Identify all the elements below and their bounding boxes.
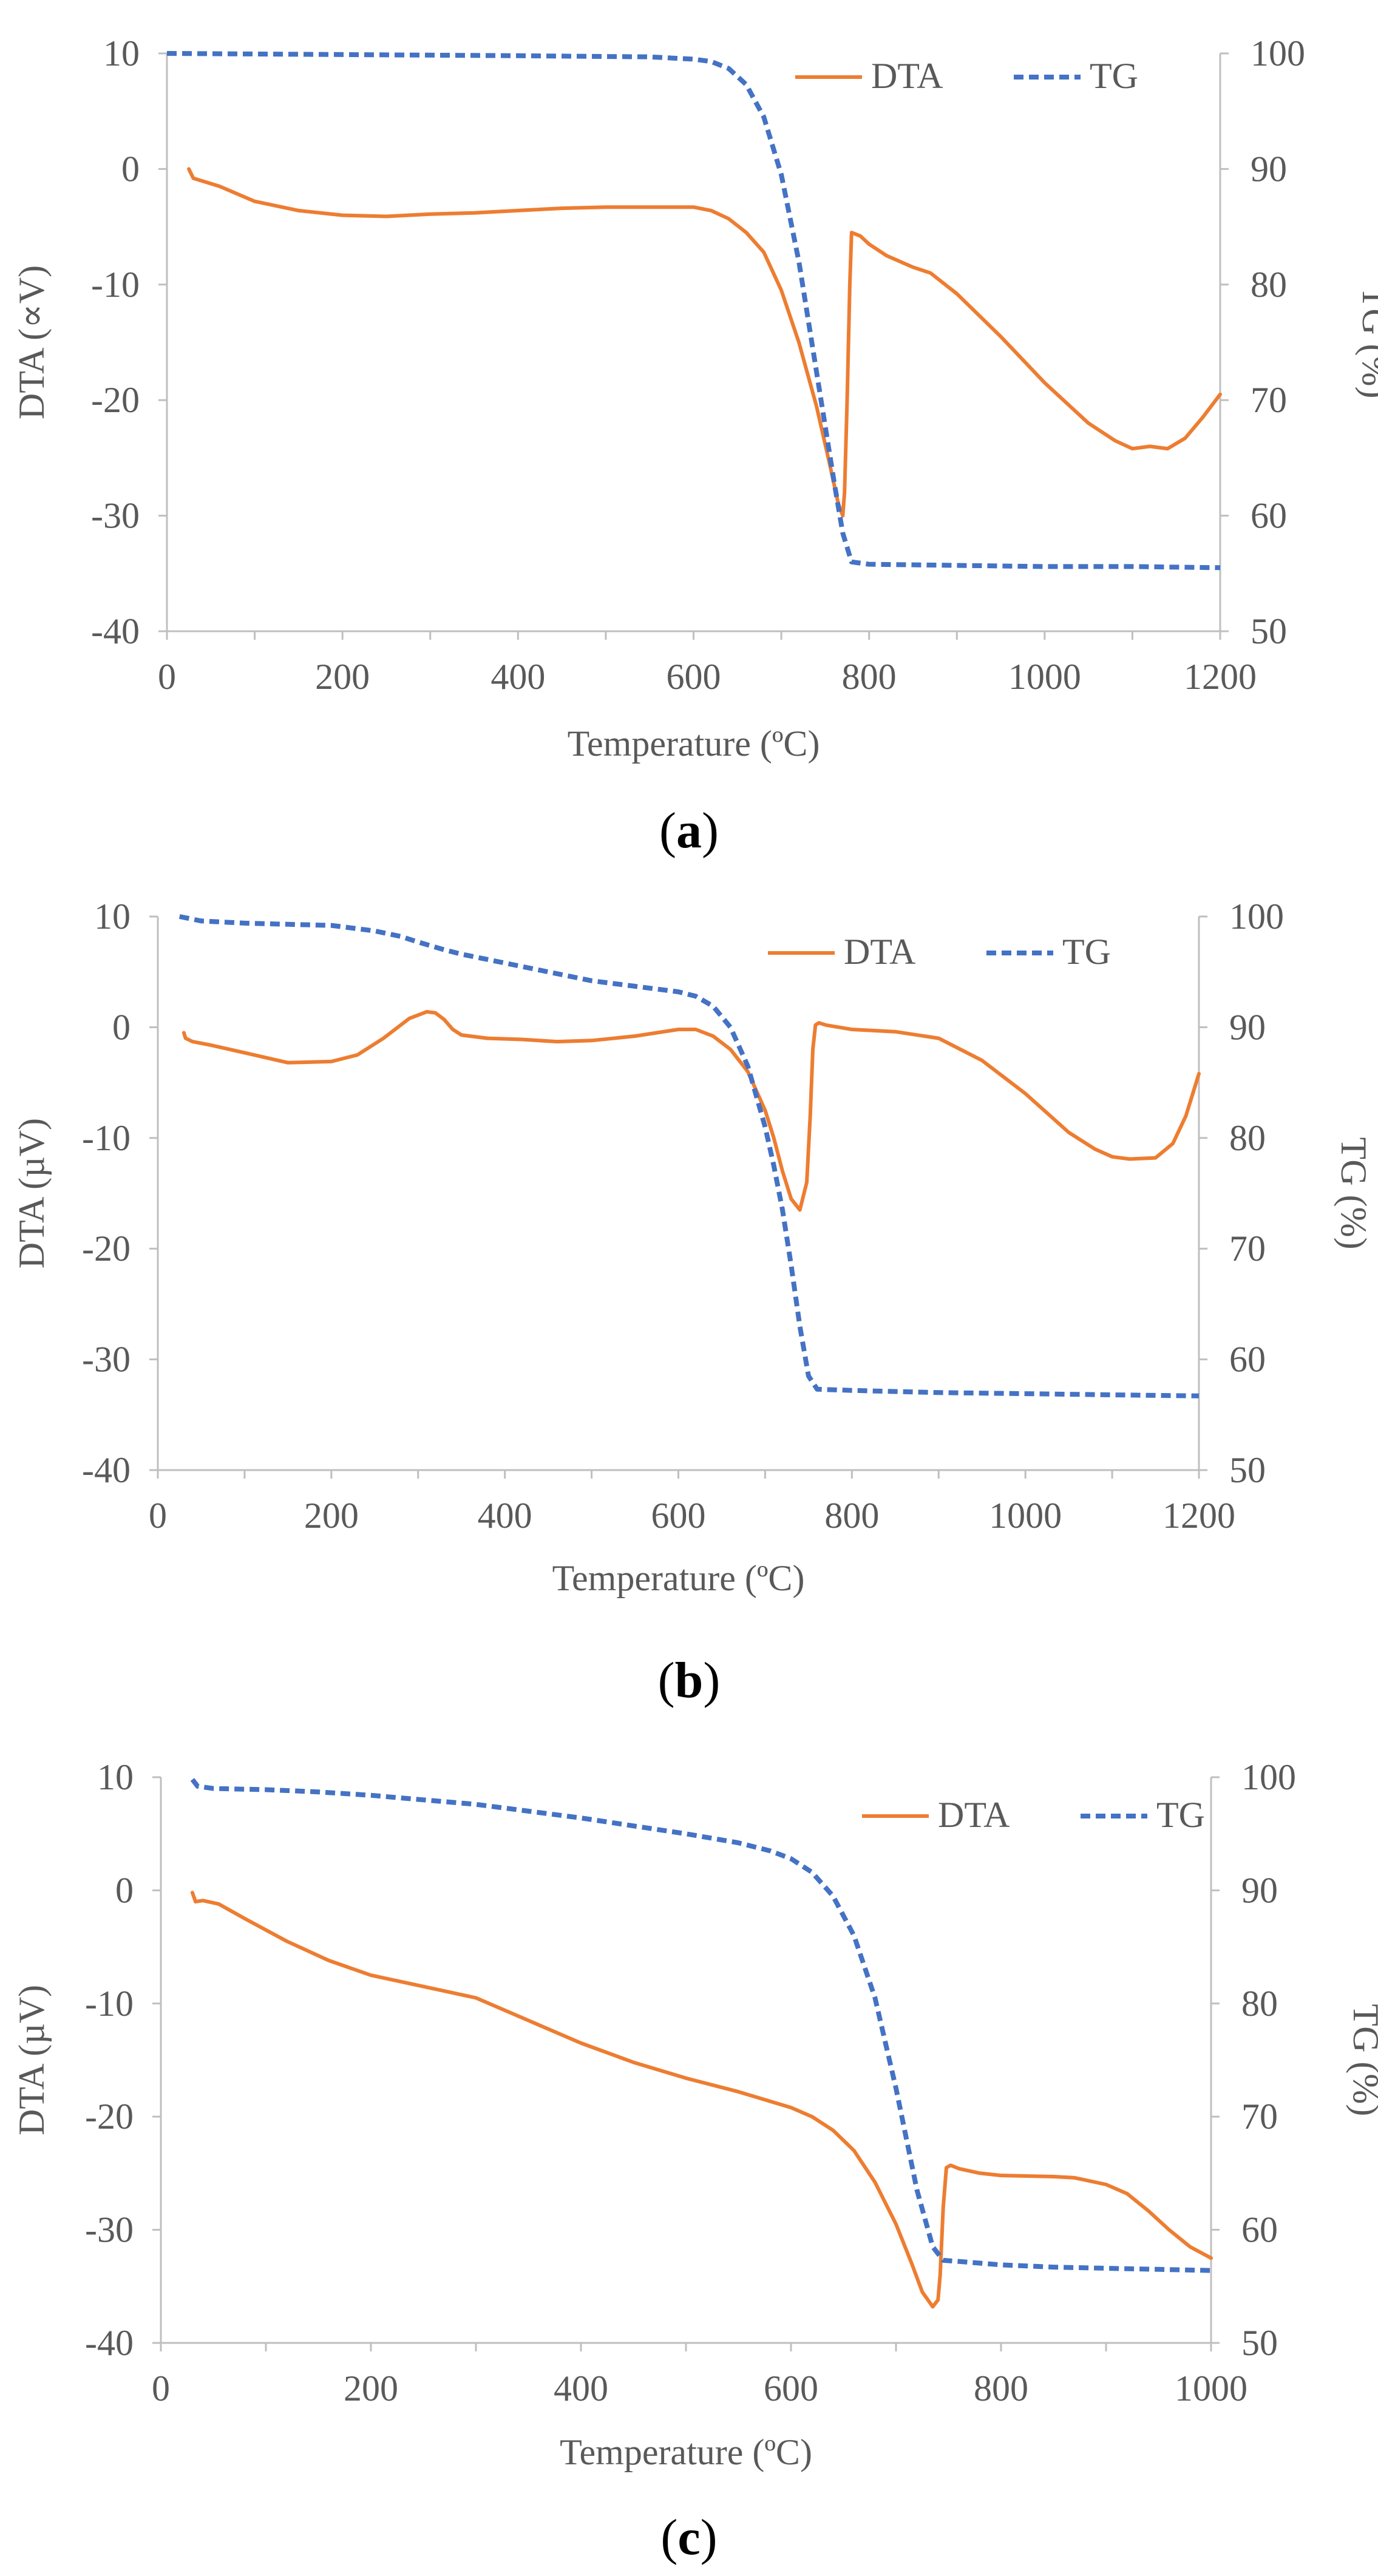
y2-axis-title: TG (%) (1355, 286, 1378, 399)
y-tick-label: -20 (85, 2096, 134, 2137)
y-tick-label: -10 (91, 265, 140, 305)
chart-panel-a: 0 200 400 600 800 1000 1200 -40 -30 -20 -10 0 10 50 60… (0, 0, 1378, 898)
y-tick-label: -30 (82, 1340, 131, 1380)
y2-tick-label: 50 (1229, 1450, 1266, 1490)
series-line-tg (178, 914, 1200, 1398)
y-axis-title: DTA (∝V) (12, 265, 52, 419)
legend-label-dta: DTA (844, 932, 916, 972)
y2-tick-label: 70 (1241, 2096, 1278, 2137)
y-tick-label: 10 (103, 33, 140, 73)
legend-label-dta: DTA (938, 1795, 1010, 1835)
y-tick-label: -30 (85, 2210, 134, 2250)
series-line-dta (182, 1009, 1201, 1212)
y2-tick-label: 70 (1251, 380, 1287, 420)
y-axis-title: DTA (µV) (12, 1118, 52, 1269)
y2-tick-label: 90 (1241, 1870, 1278, 1910)
y2-tick-label: 80 (1251, 265, 1287, 305)
y2-tick-label: 70 (1229, 1229, 1266, 1269)
x-tick-label: 200 (315, 657, 370, 697)
x-tick-label: 800 (842, 657, 897, 697)
y-tick-label: 0 (115, 1870, 134, 1910)
series-line-tg (166, 51, 1221, 571)
y2-tick-label: 80 (1229, 1118, 1266, 1158)
chart-c: 0 200 400 600 800 1000 -40 -30 -20 -10 0 10 50 60 70 80… (12, 1757, 1378, 2472)
x-tick-label: 600 (651, 1496, 706, 1536)
y2-tick-label: 80 (1241, 1984, 1278, 2024)
y2-axis-title: TG (%) (1346, 2004, 1378, 2117)
y-tick-label: -10 (85, 1984, 134, 2024)
legend-label-tg: TG (1090, 56, 1138, 96)
x-tick-label: 600 (764, 2368, 818, 2408)
y2-tick-label: 100 (1229, 897, 1284, 937)
y2-tick-label: 90 (1229, 1007, 1266, 1047)
x-tick-label: 600 (667, 657, 721, 697)
x-tick-label: 1200 (1184, 657, 1257, 697)
x-tick-label: 1000 (1008, 657, 1081, 697)
chart-a: 0 200 400 600 800 1000 1200 -40 -30 -20 -10 0 10 50 60… (12, 33, 1378, 764)
y-tick-label: 0 (121, 149, 140, 189)
x-tick-label: 200 (304, 1496, 359, 1536)
x-tick-label: 1000 (989, 1496, 1062, 1536)
x-axis-title: Temperature (ºC) (560, 2432, 812, 2472)
y-tick-label: -40 (91, 611, 140, 651)
y2-axis-title: TG (%) (1334, 1137, 1374, 1250)
y2-tick-label: 90 (1251, 149, 1287, 189)
x-tick-label: 1000 (1175, 2368, 1247, 2408)
x-tick-label: 0 (152, 2368, 170, 2408)
x-tick-label: 800 (974, 2368, 1028, 2408)
x-tick-label: 200 (344, 2368, 398, 2408)
y-tick-label: -30 (91, 496, 140, 536)
chart-panel-b: 0 200 400 600 800 1000 1200 -40 -30 -20 -10 0 10 50 60… (0, 874, 1378, 1736)
chart-b: 0 200 400 600 800 1000 1200 -40 -30 -20 -10 0 10 50 60… (12, 897, 1374, 1598)
legend-label-tg: TG (1062, 932, 1111, 972)
x-tick-label: 1200 (1162, 1496, 1235, 1536)
y2-tick-label: 100 (1241, 1757, 1296, 1797)
y2-tick-label: 60 (1241, 2210, 1278, 2250)
series-line-dta (190, 1891, 1213, 2309)
x-axis-title: Temperature (ºC) (568, 724, 820, 764)
y-tick-label: -10 (82, 1118, 131, 1158)
panel-caption: (a) (659, 802, 719, 859)
y-tick-label: 10 (97, 1757, 134, 1797)
y2-tick-label: 60 (1229, 1340, 1266, 1380)
y-tick-label: -40 (82, 1450, 131, 1490)
legend-label-dta: DTA (871, 56, 943, 96)
x-tick-label: 400 (554, 2368, 608, 2408)
series-line-dta (187, 167, 1222, 518)
y-axis-title: DTA (µV) (12, 1985, 52, 2135)
y2-tick-label: 50 (1241, 2323, 1278, 2363)
x-tick-label: 0 (158, 657, 176, 697)
y-tick-label: -40 (85, 2323, 134, 2363)
x-tick-label: 400 (478, 1496, 532, 1536)
panel-caption: (c) (660, 2509, 718, 2566)
y-tick-label: 0 (112, 1007, 131, 1047)
x-tick-label: 400 (490, 657, 545, 697)
x-tick-label: 0 (149, 1496, 167, 1536)
x-axis-title: Temperature (ºC) (552, 1558, 805, 1598)
chart-panel-c: 0 200 400 600 800 1000 -40 -30 -20 -10 0 10 50 60 70 80… (0, 1736, 1378, 2576)
y2-tick-label: 50 (1251, 611, 1287, 651)
legend-label-tg: TG (1156, 1795, 1205, 1835)
y-tick-label: -20 (91, 380, 140, 420)
panel-caption: (b) (657, 1652, 721, 1709)
x-tick-label: 800 (824, 1496, 879, 1536)
y-tick-label: 10 (94, 897, 131, 937)
y2-tick-label: 60 (1251, 496, 1287, 536)
y2-tick-label: 100 (1251, 33, 1305, 73)
y-tick-label: -20 (82, 1229, 131, 1269)
series-line-tg (190, 1778, 1212, 2273)
